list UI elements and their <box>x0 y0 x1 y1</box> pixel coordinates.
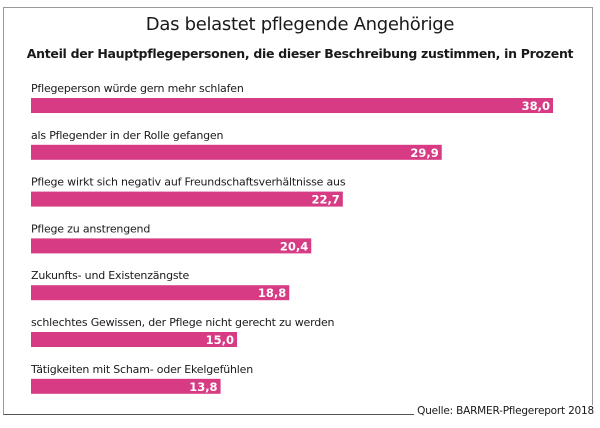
value-label: 38,0 <box>522 99 550 113</box>
value-label: 20,4 <box>280 239 308 253</box>
category-label: Pflegeperson würde gern mehr schlafen <box>31 82 244 95</box>
bar <box>31 378 221 394</box>
bar <box>31 144 442 160</box>
bar <box>31 332 238 347</box>
bar <box>31 191 343 207</box>
category-label: Pflege zu anstrengend <box>31 222 150 235</box>
category-label: schlechtes Gewissen, der Pflege nicht ge… <box>31 316 335 329</box>
category-label: Pflege wirkt sich negativ auf Freundscha… <box>31 176 346 189</box>
chart-title: Das belastet pflegende Angehörige <box>145 14 455 35</box>
source-note: Quelle: BARMER-Pflegereport 2018 <box>414 405 594 417</box>
category-label: als Pflegender in der Rolle gefangen <box>31 129 223 142</box>
value-label: 18,8 <box>258 286 286 300</box>
value-label: 15,0 <box>206 333 234 347</box>
bar <box>31 98 553 113</box>
chart-subtitle: Anteil der Hauptpflegepersonen, die dies… <box>26 46 574 61</box>
bar <box>31 285 290 301</box>
value-label: 29,9 <box>410 146 438 160</box>
chart-frame <box>3 7 593 415</box>
value-label: 22,7 <box>311 193 339 207</box>
bar <box>31 238 312 254</box>
category-label: Zukunfts- und Existenzängste <box>31 269 190 282</box>
value-label: 13,8 <box>189 380 217 394</box>
category-label: Tätigkeiten mit Scham- oder Ekelgefühlen <box>30 363 253 376</box>
